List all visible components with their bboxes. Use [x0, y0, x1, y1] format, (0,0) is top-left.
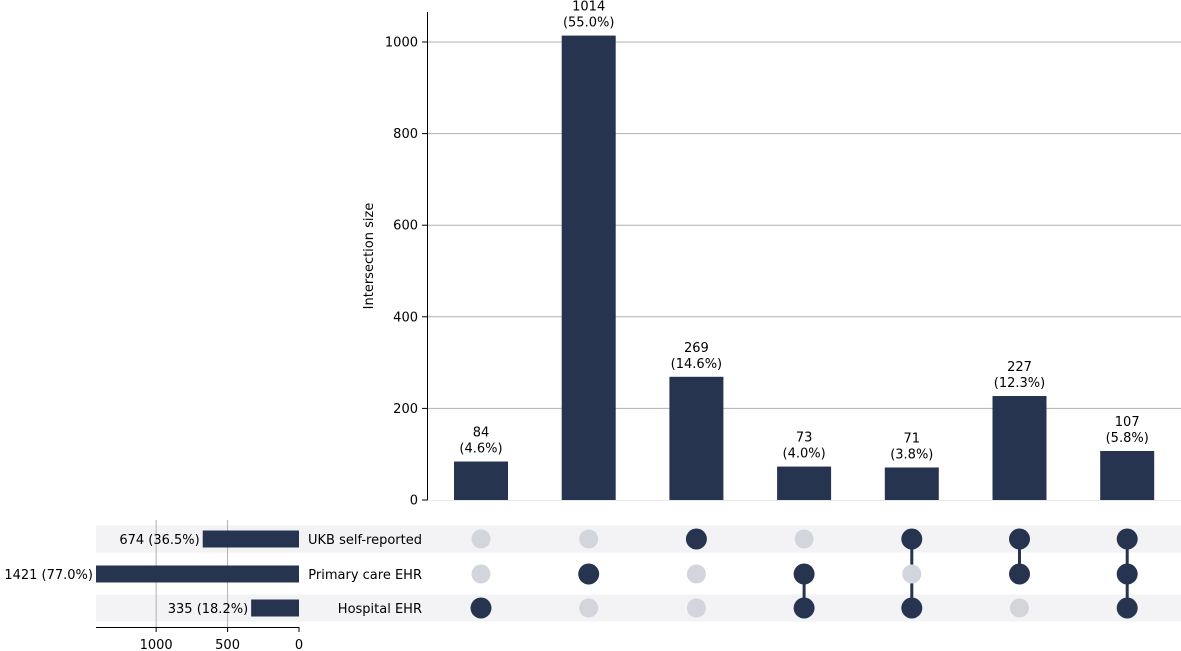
intersection-count-label: 227: [1007, 360, 1032, 375]
intersection-percent-label: (4.6%): [459, 442, 502, 457]
set-size-label: 1421 (77.0%): [4, 568, 93, 583]
intersection-percent-label: (4.0%): [783, 447, 826, 462]
intersection-percent-label: (12.3%): [994, 376, 1045, 391]
intersection-bar: [454, 461, 508, 500]
set-size-bar: [202, 530, 299, 548]
intersection-percent-label: (14.6%): [671, 357, 722, 372]
y-tick-label: 400: [393, 310, 418, 325]
membership-dot-inactive: [1010, 598, 1029, 618]
membership-dot-active: [793, 597, 815, 619]
membership-dot-active: [1009, 563, 1030, 585]
intersection-bar: [777, 466, 832, 500]
membership-dot-active: [1116, 528, 1138, 550]
matrix-stripes: [96, 525, 1181, 622]
set-name-label: Primary care EHR: [308, 568, 422, 583]
membership-dot-active: [685, 528, 707, 550]
intersection-percent-label: (5.8%): [1106, 431, 1149, 446]
membership-dot-active: [470, 597, 492, 619]
set-size-bars: 1000 500 0 674 (36.5%) UKB self-reported 1421…: [4, 520, 422, 651]
set-name-label: Hospital EHR: [338, 602, 422, 617]
membership-dot-inactive: [794, 529, 814, 549]
intersection-bar: [561, 35, 616, 500]
membership-dot-active: [901, 597, 923, 619]
y-tick-label: 0: [410, 494, 418, 509]
set-size-label: 674 (36.5%): [119, 533, 199, 548]
set-size-label: 335 (18.2%): [168, 602, 248, 617]
membership-dot-active: [1009, 528, 1030, 550]
intersection-bar: [992, 396, 1047, 500]
intersection-count-label: 107: [1115, 415, 1140, 430]
y-tick-label: 800: [393, 127, 418, 142]
membership-dot-inactive: [471, 564, 491, 584]
intersection-y-axis-label: Intersection size: [362, 203, 377, 310]
set-size-tick-label: 0: [295, 638, 303, 651]
intersection-bar: [884, 467, 939, 500]
membership-matrix: [470, 528, 1138, 619]
intersection-count-label: 1014: [572, 0, 605, 15]
intersection-y-axis: Intersection size 0 200 400 600 800 1000: [362, 12, 428, 509]
membership-dot-inactive: [686, 598, 706, 618]
y-tick-label: 1000: [385, 36, 418, 51]
membership-dot-inactive: [579, 598, 599, 618]
intersection-count-label: 73: [796, 431, 813, 446]
intersection-bar: [1100, 450, 1155, 500]
y-tick-label: 200: [393, 402, 418, 417]
intersection-gridlines: [427, 41, 1181, 409]
intersection-count-label: 71: [904, 431, 921, 446]
intersection-percent-label: (55.0%): [563, 16, 614, 31]
membership-dot-active: [901, 528, 923, 550]
set-size-bar: [251, 599, 299, 617]
intersection-percent-label: (3.8%): [890, 447, 933, 462]
intersection-bar: [669, 376, 724, 500]
set-size-tick-label: 500: [215, 638, 240, 651]
set-name-label: UKB self-reported: [308, 533, 422, 548]
membership-dot-inactive: [902, 564, 922, 584]
membership-dot-active: [1116, 563, 1138, 585]
membership-dot-inactive: [579, 529, 599, 549]
membership-dot-active: [793, 563, 815, 585]
intersection-bars: 84(4.6%)1014(55.0%)269(14.6%)73(4.0%)71(…: [427, 0, 1181, 501]
membership-dot-inactive: [471, 529, 491, 549]
y-tick-label: 600: [393, 219, 418, 234]
set-size-tick-label: 1000: [140, 638, 173, 651]
intersection-count-label: 84: [473, 426, 490, 441]
intersection-count-label: 269: [684, 341, 709, 356]
set-size-bar: [96, 565, 299, 583]
membership-dot-inactive: [686, 564, 706, 584]
membership-dot-active: [578, 563, 600, 585]
membership-dot-active: [1116, 597, 1138, 619]
